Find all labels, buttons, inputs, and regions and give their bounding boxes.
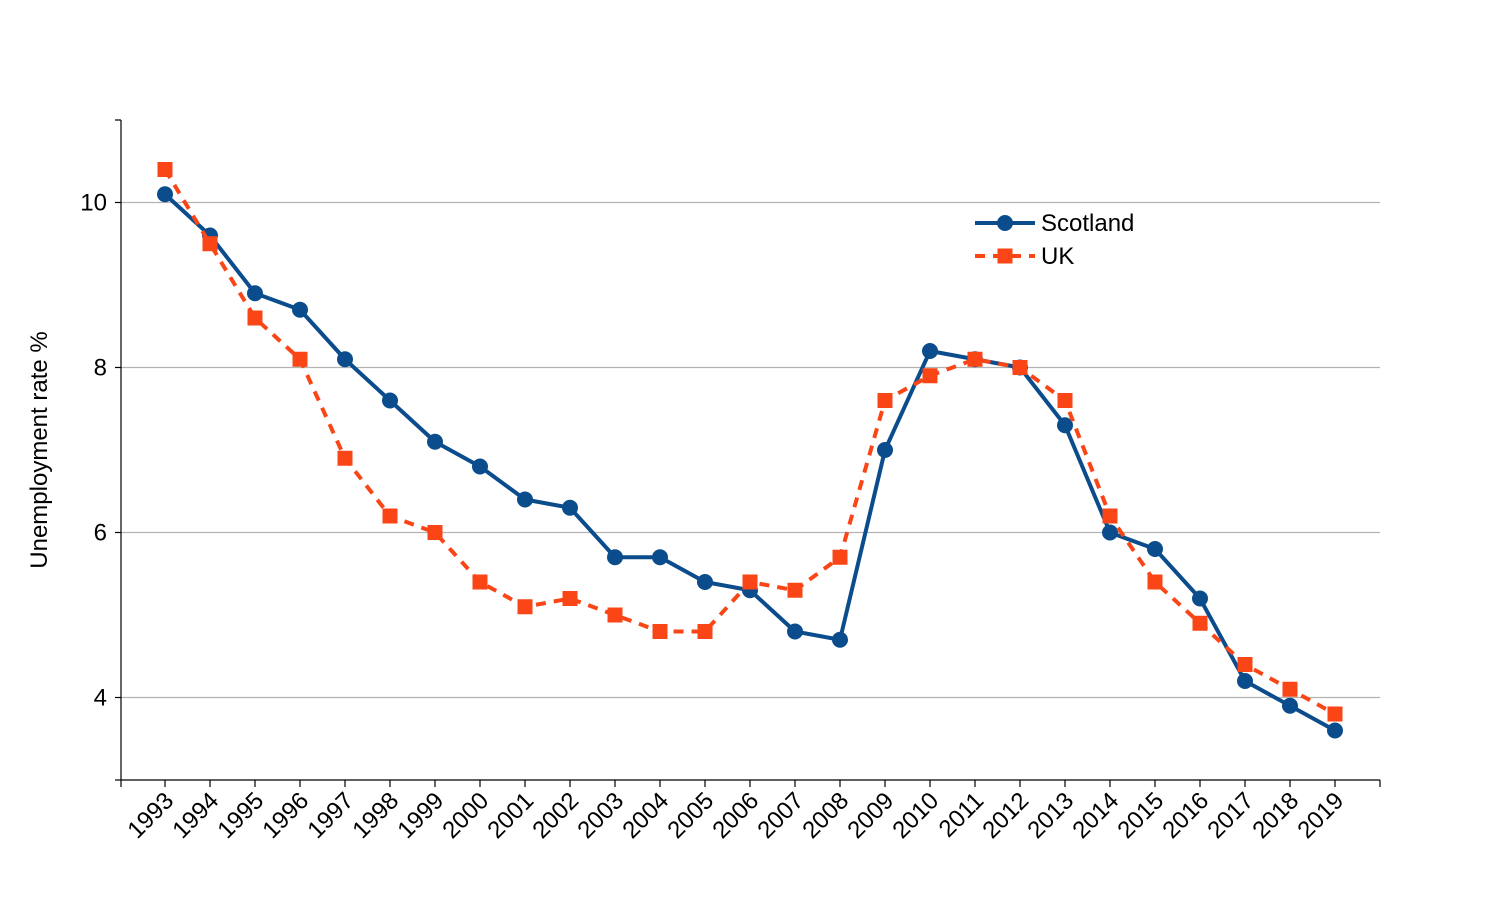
- x-tick-label: 2001: [482, 787, 539, 844]
- y-tick-labels: 4 6 8 10: [80, 190, 107, 712]
- x-tick-label: 2019: [1292, 787, 1349, 844]
- data-point: [247, 285, 263, 302]
- data-point: [607, 549, 623, 566]
- x-tick-label: 2016: [1157, 787, 1214, 844]
- data-point: [1327, 706, 1343, 722]
- legend: Scotland UK: [975, 210, 1134, 270]
- data-point: [832, 549, 848, 565]
- x-tick-label: 2013: [1022, 787, 1079, 844]
- data-point: [382, 392, 398, 409]
- x-tick-label: 2010: [887, 787, 944, 844]
- x-tick-label: 2015: [1112, 787, 1169, 844]
- series: [157, 162, 1343, 739]
- y-tick-label: 6: [94, 520, 107, 547]
- x-tick-label: 2002: [527, 787, 584, 844]
- legend-label: UK: [1041, 243, 1074, 270]
- x-tick-label: 1994: [167, 787, 224, 844]
- data-point: [787, 582, 803, 598]
- data-point: [1192, 590, 1208, 607]
- legend-label: Scotland: [1041, 210, 1134, 237]
- data-point: [607, 607, 623, 623]
- x-tick-label: 2017: [1202, 787, 1259, 844]
- data-point: [1237, 657, 1253, 672]
- data-point: [517, 599, 533, 615]
- legend-marker: [997, 248, 1013, 264]
- data-point: [922, 343, 938, 359]
- data-point: [157, 162, 173, 177]
- data-point: [697, 574, 713, 590]
- data-point: [1057, 417, 1073, 434]
- data-point: [247, 310, 263, 326]
- x-tick-label: 2008: [797, 787, 854, 844]
- data-point: [337, 450, 353, 466]
- data-point: [1102, 524, 1118, 541]
- legend-marker: [997, 215, 1013, 231]
- data-point: [472, 458, 488, 475]
- x-tick-label: 2011: [934, 787, 990, 843]
- series-uk: [157, 162, 1343, 722]
- gridlines: [121, 201, 1380, 699]
- data-point: [292, 351, 308, 367]
- x-tick-label: 2018: [1247, 787, 1304, 844]
- data-point: [157, 186, 173, 203]
- y-tick-label: 10: [80, 190, 107, 217]
- y-axis-title: Unemployment rate %: [26, 331, 53, 568]
- data-point: [1057, 393, 1073, 408]
- x-tick-label: 2005: [662, 787, 719, 844]
- legend-item-scotland: Scotland: [975, 210, 1134, 237]
- x-tick-label: 1996: [257, 787, 314, 844]
- x-tick-label: 1998: [347, 787, 404, 844]
- data-point: [562, 591, 578, 606]
- data-point: [1147, 574, 1163, 590]
- data-point: [1237, 673, 1253, 689]
- y-tick-label: 4: [94, 685, 107, 712]
- data-point: [1282, 697, 1298, 714]
- data-point: [202, 236, 218, 252]
- data-point: [967, 351, 983, 367]
- x-tick-label: 2004: [617, 787, 674, 844]
- legend-item-uk: UK: [975, 243, 1074, 270]
- x-tick-label: 2006: [707, 787, 764, 844]
- data-point: [652, 549, 668, 566]
- x-tick-label: 2003: [572, 787, 629, 844]
- x-tick-label: 1995: [212, 787, 269, 844]
- data-point: [517, 491, 533, 508]
- data-point: [337, 351, 353, 368]
- x-tick-label: 2000: [437, 787, 494, 844]
- x-tick-label: 1993: [122, 787, 179, 844]
- data-point: [1102, 508, 1118, 524]
- data-point: [697, 624, 713, 639]
- data-point: [427, 525, 443, 540]
- data-point: [877, 442, 893, 458]
- x-tick-label: 2012: [977, 787, 1034, 844]
- data-point: [787, 623, 803, 640]
- x-tick-label: 2014: [1067, 787, 1124, 844]
- x-tick-label: 1999: [392, 787, 449, 844]
- data-point: [292, 301, 308, 318]
- data-point: [472, 574, 488, 590]
- x-tick-label: 2009: [842, 787, 899, 844]
- x-tick-label: 2007: [752, 787, 809, 844]
- data-point: [1327, 722, 1343, 739]
- x-tick-label: 1997: [302, 787, 359, 844]
- data-point: [382, 508, 398, 524]
- data-point: [922, 368, 938, 384]
- data-point: [562, 499, 578, 516]
- data-point: [652, 624, 668, 639]
- data-point: [1147, 541, 1163, 557]
- data-point: [1282, 681, 1298, 697]
- series-scotland: [157, 186, 1343, 739]
- axes: [115, 119, 1381, 787]
- data-point: [1012, 360, 1028, 375]
- data-point: [1192, 615, 1208, 631]
- data-point: [427, 433, 443, 450]
- data-point: [832, 631, 848, 648]
- data-point: [742, 574, 758, 590]
- y-tick-label: 8: [94, 355, 107, 382]
- series-line-uk: [163, 168, 1336, 716]
- data-point: [877, 393, 893, 408]
- x-tick-labels: 1993199419951996199719981999200020012002…: [122, 787, 1349, 844]
